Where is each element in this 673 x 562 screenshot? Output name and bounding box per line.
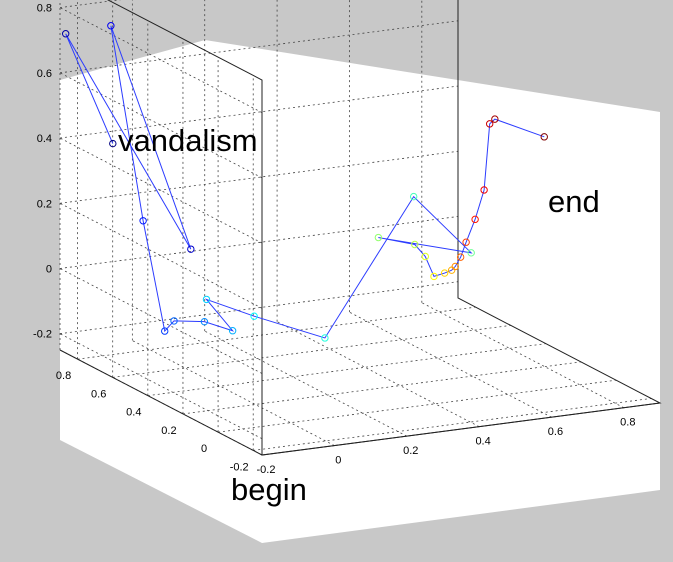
z-tick-label: 0.4	[37, 133, 52, 145]
trajectory-point	[451, 262, 459, 271]
trajectory-line	[65, 25, 545, 339]
y-tick-label: 0.6	[91, 388, 106, 400]
x-tick-label: 0.8	[620, 417, 635, 429]
grid-line	[112, 324, 511, 378]
x-tick-label: 0	[335, 455, 341, 467]
trajectory-point	[467, 249, 475, 257]
y-tick-label: -0.2	[230, 461, 249, 473]
x-tick-label: 0.6	[548, 426, 563, 438]
x-tick-label: 0.2	[403, 445, 418, 457]
grid-line	[59, 20, 459, 74]
trajectory-point	[202, 295, 211, 304]
annotation-vandalism: vandalism	[118, 123, 258, 158]
trajectory-point	[456, 253, 465, 261]
z-tick-label: 0.6	[37, 68, 52, 80]
trajectory-point	[107, 22, 115, 30]
x-tick-label: 0.4	[475, 436, 490, 448]
grid-lines	[59, 0, 652, 456]
annotation-end: end	[548, 184, 600, 219]
y-tick-label: 0.4	[126, 407, 141, 419]
trajectory-point	[109, 139, 117, 148]
trajectory-point	[409, 192, 418, 201]
trajectory-point	[480, 186, 488, 194]
trajectory-point	[200, 317, 209, 326]
axes-box-edges	[59, 0, 662, 456]
y-tick-label: 0	[201, 443, 207, 455]
grid-line	[59, 85, 459, 139]
grid-line	[59, 216, 459, 269]
x-tick-label: -0.2	[257, 464, 276, 476]
z-tick-label: 0.2	[37, 198, 52, 210]
z-tick-label: 0	[46, 263, 52, 275]
axis-line	[59, 349, 263, 456]
annotation-begin: begin	[231, 472, 307, 507]
trajectory-point	[250, 312, 258, 320]
grid-line	[182, 361, 582, 415]
grid-line	[218, 379, 617, 433]
grid-line	[59, 150, 459, 204]
trajectory-point	[139, 217, 147, 225]
trajectory-point	[374, 233, 383, 242]
grid-line	[253, 398, 652, 451]
grid-line	[59, 281, 459, 335]
trajectory-point	[161, 327, 169, 335]
trajectory-point	[485, 120, 494, 128]
trajectory-point	[61, 30, 70, 38]
trajectory-point	[170, 317, 178, 325]
trajectory-point	[411, 240, 419, 249]
trajectory-point	[321, 334, 329, 342]
trajectory-point	[491, 115, 499, 123]
grid-line	[147, 343, 546, 397]
trajectory-point	[471, 215, 479, 224]
trajectory-markers	[61, 22, 548, 342]
trajectory-point	[440, 269, 449, 277]
axis-line	[261, 402, 661, 456]
axes-box	[60, 40, 660, 543]
grid-line	[77, 306, 476, 360]
trajectory-point	[540, 133, 548, 141]
trajectory-point	[421, 252, 430, 261]
trajectory-point	[430, 272, 438, 281]
trajectory-point	[462, 238, 470, 246]
trajectory-point	[228, 327, 237, 335]
tick-labels: -0.2 0 0.2 0.4 0.6 0.8 0.8 0.6 0.4 0.2 0 -0.2 0.8 0.6…	[33, 3, 635, 476]
y-tick-label: 0.8	[56, 370, 71, 382]
y-tick-label: 0.2	[161, 425, 176, 437]
z-tick-label: -0.2	[33, 329, 52, 341]
trajectory-point	[187, 245, 195, 253]
z-tick-label: 0.8	[37, 3, 52, 15]
